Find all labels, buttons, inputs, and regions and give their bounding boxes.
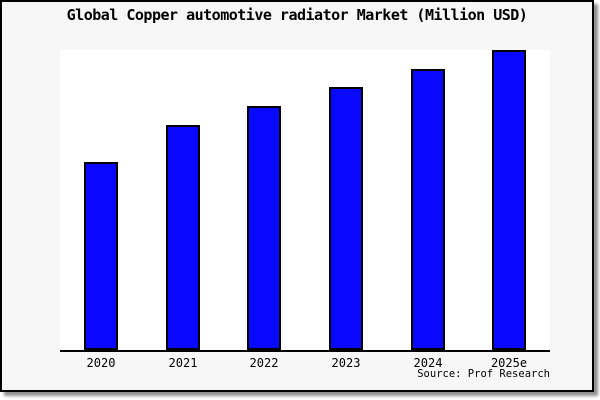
x-tick-label-2024: 2024 — [413, 356, 443, 370]
x-tick-label-2023: 2023 — [331, 356, 361, 370]
bar-2023 — [329, 87, 363, 350]
bar-2021 — [166, 125, 200, 350]
x-tick-label-2025e: 2025e — [490, 356, 528, 370]
bar-2020 — [84, 162, 118, 350]
plot-area — [60, 50, 550, 352]
chart-title: Global Copper automotive radiator Market… — [66, 6, 528, 24]
x-tick-label-2022: 2022 — [249, 356, 279, 370]
x-tick-label-2020: 2020 — [86, 356, 116, 370]
source-note: Source: Prof Research — [417, 368, 550, 380]
x-tick-label-2021: 2021 — [168, 356, 198, 370]
bar-2022 — [247, 106, 281, 350]
bar-2025e — [492, 50, 526, 350]
bar-2024 — [411, 69, 445, 350]
